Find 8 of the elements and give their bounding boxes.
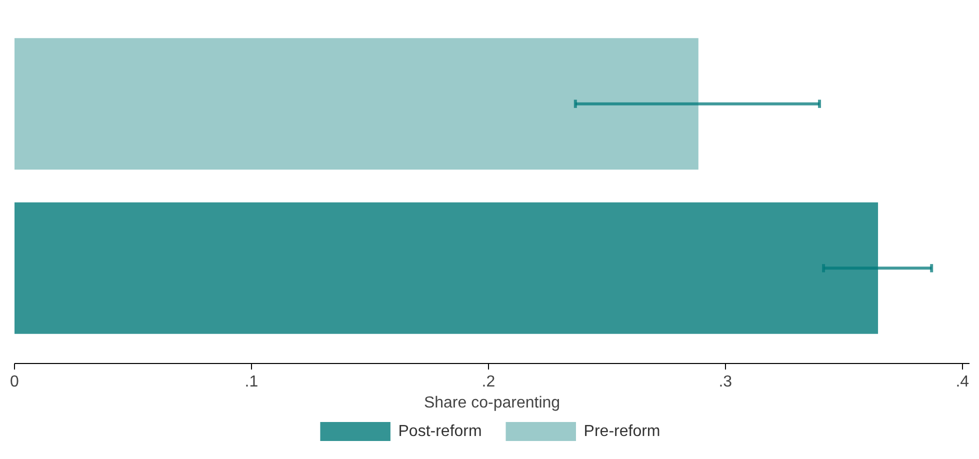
legend-label: Post-reform — [398, 423, 482, 440]
x-axis-title: Share co-parenting — [424, 394, 560, 412]
x-tick-label: .4 — [956, 374, 970, 390]
legend-label: Pre-reform — [584, 423, 660, 440]
x-tick-label: .1 — [244, 374, 258, 390]
x-tick-label: 0 — [10, 374, 20, 390]
x-tick-label: .2 — [482, 374, 496, 390]
x-tick-label: .3 — [718, 374, 732, 390]
